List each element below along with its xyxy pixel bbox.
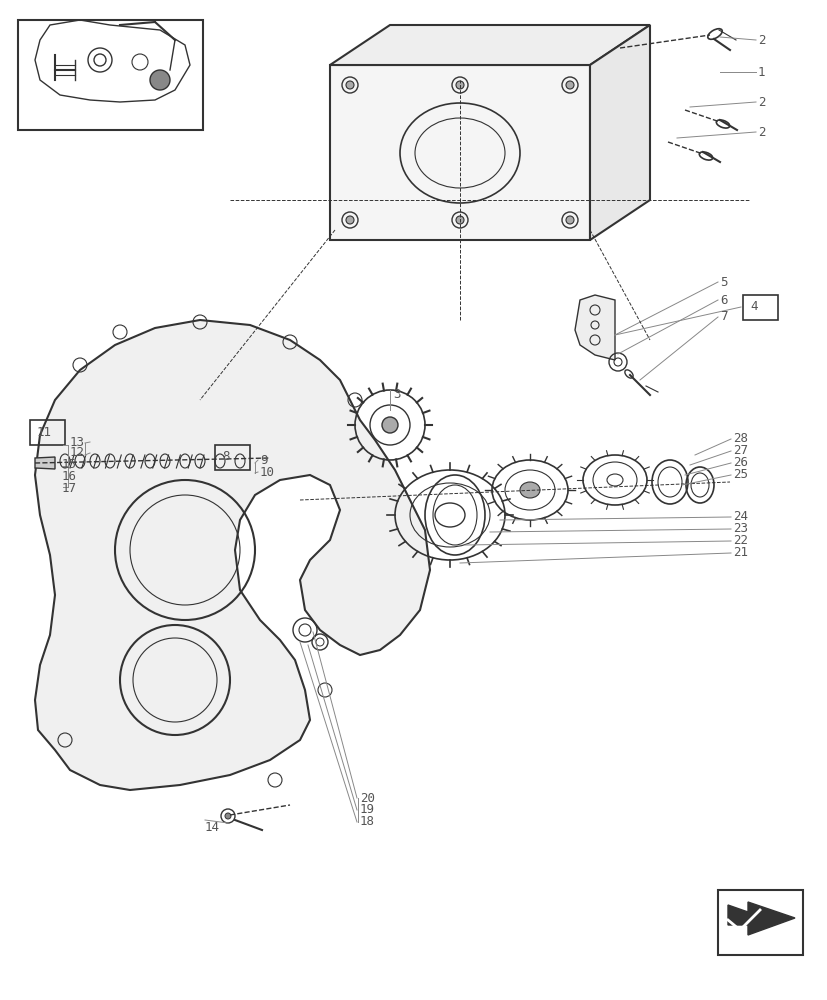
Text: 6: 6: [719, 294, 727, 306]
Text: 9: 9: [260, 454, 267, 466]
Text: 28: 28: [732, 432, 747, 446]
Bar: [18, 20, 203, 130]
Text: 19: 19: [360, 803, 375, 816]
Text: 23: 23: [732, 522, 747, 536]
Text: 15: 15: [62, 458, 77, 472]
Text: 22: 22: [732, 534, 747, 548]
Text: 13: 13: [70, 436, 85, 448]
Circle shape: [150, 70, 170, 90]
Polygon shape: [330, 65, 590, 240]
Text: 25: 25: [732, 468, 747, 482]
Polygon shape: [727, 902, 794, 935]
Polygon shape: [35, 457, 55, 469]
Circle shape: [346, 216, 354, 224]
Text: 12: 12: [70, 446, 85, 460]
Text: 11: 11: [37, 426, 52, 438]
Circle shape: [456, 216, 463, 224]
Circle shape: [381, 417, 398, 433]
Text: 2: 2: [757, 34, 765, 47]
Text: 21: 21: [732, 546, 747, 560]
Polygon shape: [574, 295, 614, 360]
Text: 26: 26: [732, 456, 747, 470]
Text: 27: 27: [732, 444, 747, 458]
Text: 3: 3: [393, 387, 400, 400]
Text: 2: 2: [757, 96, 765, 109]
Text: 1: 1: [757, 66, 765, 79]
Circle shape: [566, 81, 573, 89]
Circle shape: [566, 216, 573, 224]
Bar: [717, 890, 802, 955]
Text: 14: 14: [205, 821, 220, 834]
Text: 18: 18: [360, 815, 375, 828]
Circle shape: [456, 81, 463, 89]
Text: 24: 24: [732, 510, 747, 524]
Text: 8: 8: [222, 450, 229, 464]
Polygon shape: [590, 25, 649, 240]
Bar: [215, 445, 250, 470]
Ellipse shape: [519, 482, 539, 498]
Polygon shape: [330, 25, 649, 65]
Text: 2: 2: [757, 126, 765, 139]
Bar: [742, 295, 777, 320]
Bar: [30, 420, 65, 445]
Text: 5: 5: [719, 275, 727, 288]
Text: 4: 4: [749, 300, 757, 314]
Text: 17: 17: [62, 483, 77, 495]
Circle shape: [225, 813, 231, 819]
Text: 7: 7: [719, 310, 727, 324]
Text: 16: 16: [62, 471, 77, 484]
Polygon shape: [35, 320, 429, 790]
Circle shape: [346, 81, 354, 89]
Text: 20: 20: [360, 791, 375, 804]
Text: 10: 10: [260, 466, 275, 479]
